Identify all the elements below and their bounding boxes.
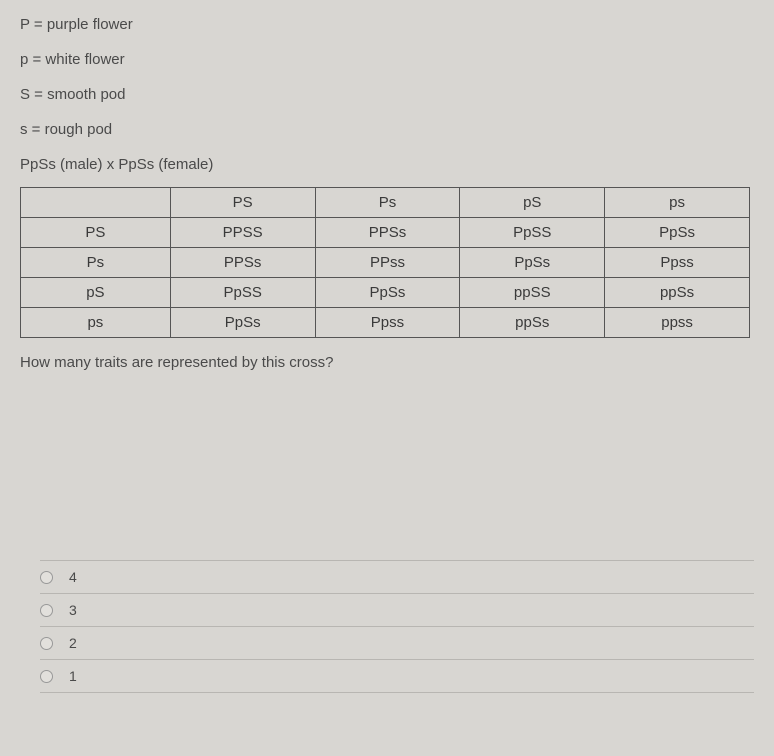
table-cell: PpSS <box>460 218 605 248</box>
table-row: pS PpSS PpSs ppSS ppSs <box>21 278 750 308</box>
table-header-cell: ps <box>605 188 750 218</box>
table-header-row: PS Ps pS ps <box>21 188 750 218</box>
table-cell: PPSs <box>170 248 315 278</box>
table-cell: ppSs <box>605 278 750 308</box>
table-header-cell: PS <box>170 188 315 218</box>
table-row-label: Ps <box>21 248 171 278</box>
option-row[interactable]: 2 <box>40 626 754 660</box>
table-cell: PpSS <box>170 278 315 308</box>
table-cell: PPss <box>315 248 460 278</box>
table-cell: PpSs <box>605 218 750 248</box>
table-cell: PpSs <box>170 308 315 338</box>
option-row[interactable]: 3 <box>40 593 754 627</box>
table-cell: PpSs <box>460 248 605 278</box>
table-row: ps PpSs Ppss ppSs ppss <box>21 308 750 338</box>
legend-line: S = smooth pod <box>20 86 754 103</box>
table-row-label: pS <box>21 278 171 308</box>
radio-icon[interactable] <box>40 637 53 650</box>
legend-line: p = white flower <box>20 51 754 68</box>
option-label: 3 <box>69 602 77 618</box>
table-row: Ps PPSs PPss PpSs Ppss <box>21 248 750 278</box>
option-row[interactable]: 1 <box>40 659 754 693</box>
radio-icon[interactable] <box>40 571 53 584</box>
table-cell: ppss <box>605 308 750 338</box>
table-cell: PPSs <box>315 218 460 248</box>
punnett-square-table: PS Ps pS ps PS PPSS PPSs PpSS PpSs Ps PP… <box>20 187 750 338</box>
table-header-cell: pS <box>460 188 605 218</box>
table-corner-cell <box>21 188 171 218</box>
table-row-label: PS <box>21 218 171 248</box>
answer-options: 4 3 2 1 <box>20 560 754 693</box>
option-label: 1 <box>69 668 77 684</box>
table-cell: Ppss <box>315 308 460 338</box>
table-cell: PpSs <box>315 278 460 308</box>
table-cell: ppSS <box>460 278 605 308</box>
legend-line: s = rough pod <box>20 121 754 138</box>
radio-icon[interactable] <box>40 670 53 683</box>
table-header-cell: Ps <box>315 188 460 218</box>
table-cell: PPSS <box>170 218 315 248</box>
option-label: 2 <box>69 635 77 651</box>
option-label: 4 <box>69 569 77 585</box>
cross-description: PpSs (male) x PpSs (female) <box>20 156 754 173</box>
question-text: How many traits are represented by this … <box>20 354 754 371</box>
legend-line: P = purple flower <box>20 16 754 33</box>
table-row: PS PPSS PPSs PpSS PpSs <box>21 218 750 248</box>
radio-icon[interactable] <box>40 604 53 617</box>
table-row-label: ps <box>21 308 171 338</box>
table-cell: Ppss <box>605 248 750 278</box>
table-cell: ppSs <box>460 308 605 338</box>
option-row[interactable]: 4 <box>40 560 754 594</box>
